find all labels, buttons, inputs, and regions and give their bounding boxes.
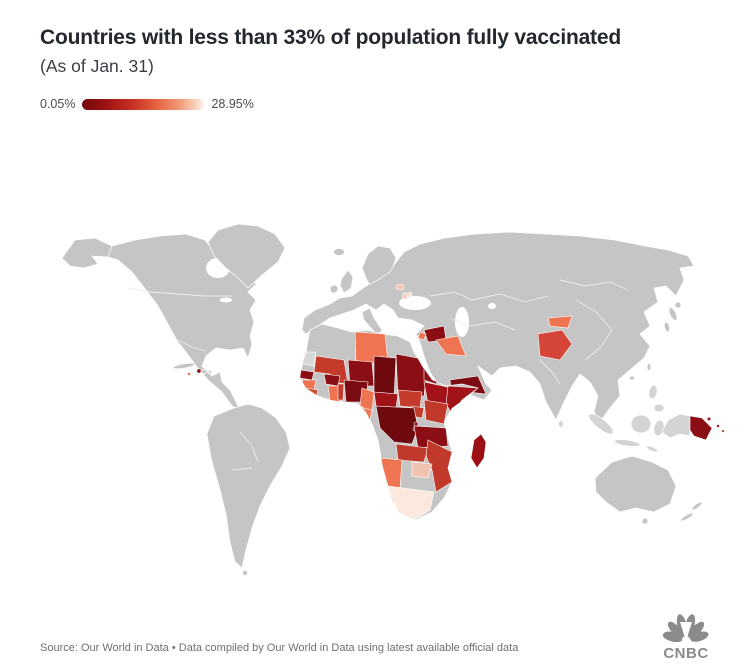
ireland (329, 284, 339, 294)
country-chad (373, 355, 397, 399)
south-america-borders (231, 431, 259, 471)
country-haiti (196, 368, 202, 374)
caspian-sea (455, 307, 469, 337)
borneo (630, 414, 652, 434)
country-burkina-faso (323, 373, 341, 387)
timor (646, 445, 658, 453)
hokkaido (674, 301, 682, 309)
aral-sea (488, 303, 496, 309)
country-south-africa (387, 485, 435, 520)
country-benin (337, 383, 345, 401)
tierra-del-fuego (242, 570, 248, 576)
country-kyrgyzstan (547, 315, 573, 329)
country-south-sudan (397, 389, 423, 409)
sri-lanka (558, 420, 564, 428)
kyushu (663, 321, 671, 333)
legend-gradient-bar (82, 98, 205, 110)
country-afghanistan (537, 329, 573, 361)
dominican-republic (200, 369, 208, 374)
new-britain (706, 416, 712, 422)
new-zealand-south (680, 512, 694, 522)
page-title: Countries with less than 33% of populati… (40, 26, 621, 49)
luzon (648, 384, 658, 400)
united-kingdom (339, 269, 354, 294)
country-iraq (435, 335, 467, 357)
country-drc (375, 405, 419, 445)
country-jamaica (187, 372, 191, 376)
puerto-rico (208, 370, 212, 374)
cnbc-peacock-icon (662, 614, 709, 643)
cnbc-logo: CNBC (654, 610, 718, 662)
us-mexico-border (177, 339, 207, 352)
country-bosnia (395, 283, 405, 291)
java (613, 439, 641, 447)
great-lakes (220, 297, 232, 303)
country-madagascar (470, 433, 487, 469)
country-rwanda (413, 421, 419, 427)
hainan (629, 375, 635, 381)
taiwan (646, 363, 652, 371)
country-solomon-islands (716, 424, 720, 428)
cnbc-wordmark: CNBC (663, 645, 709, 662)
legend-max-label: 28.95% (211, 97, 254, 111)
country-zimbabwe (411, 461, 433, 479)
cuba (172, 362, 196, 370)
mindanao (653, 403, 665, 413)
new-zealand-north (691, 501, 703, 511)
sulawesi (653, 419, 665, 437)
country-somalia (445, 385, 478, 415)
country-cameroon (359, 387, 375, 413)
black-sea (399, 296, 431, 310)
west-papua (661, 413, 691, 439)
country-north-macedonia (407, 291, 413, 297)
legend-min-label: 0.05% (40, 97, 76, 111)
country-central-african-republic (373, 391, 399, 409)
australia (594, 455, 677, 513)
country-kenya (423, 399, 449, 425)
country-papua-new-guinea (689, 415, 713, 441)
country-senegal (300, 369, 315, 381)
sumatra (588, 413, 614, 435)
central-asia-borders (429, 279, 629, 385)
country-sudan (395, 353, 429, 397)
continent-alaska (61, 237, 113, 269)
country-lebanon (417, 331, 427, 341)
country-namibia (379, 457, 403, 489)
continent-south-america (206, 403, 291, 569)
iceland (333, 248, 345, 256)
country-zambia (395, 443, 429, 463)
italy (361, 307, 383, 337)
country-tanzania (413, 425, 449, 449)
page-subtitle: (As of Jan. 31) (40, 56, 154, 76)
country-albania (402, 292, 408, 300)
us-canada-border (127, 287, 232, 297)
source-attribution: Source: Our World in Data • Data compile… (40, 642, 519, 654)
tasmania (641, 517, 649, 525)
honshu (668, 307, 678, 321)
color-scale-legend: 0.05% 28.95% (40, 97, 254, 111)
solomon-islands-2 (721, 429, 725, 433)
greenland (207, 223, 286, 289)
